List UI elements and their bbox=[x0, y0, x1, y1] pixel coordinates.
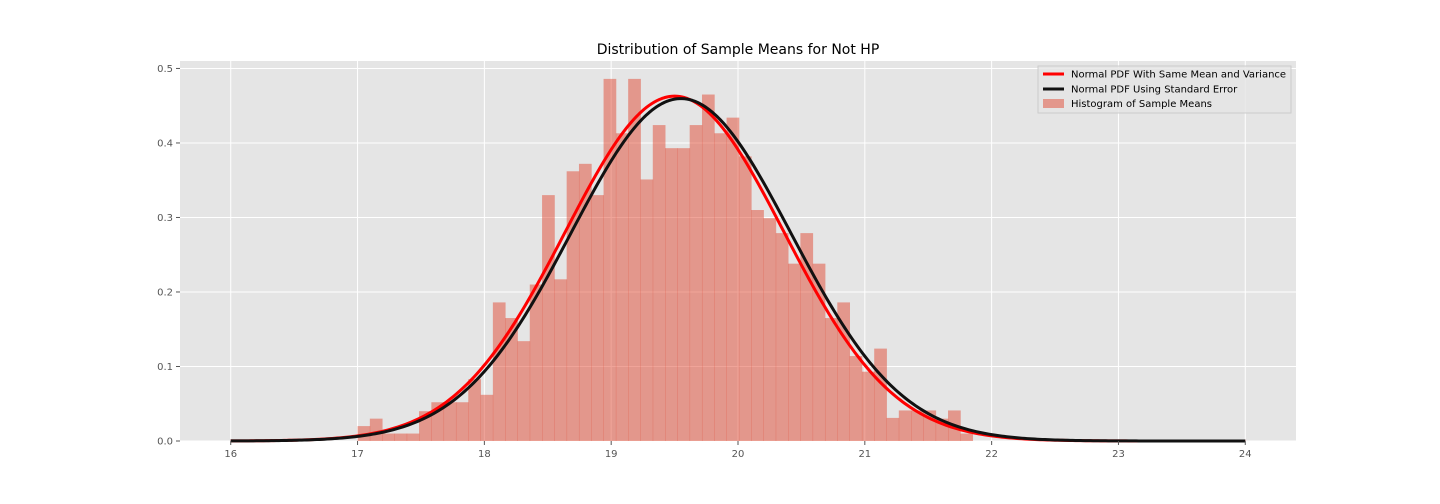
histogram-bar bbox=[369, 418, 383, 441]
histogram-bar bbox=[824, 318, 838, 441]
histogram-bar bbox=[775, 233, 789, 441]
legend-label-standard-error: Normal PDF Using Standard Error bbox=[1071, 85, 1238, 96]
histogram-bar bbox=[480, 394, 494, 441]
histogram-bar bbox=[443, 402, 457, 441]
histogram-bar bbox=[529, 284, 543, 441]
histogram-bar bbox=[615, 133, 629, 441]
pdf-line-standard-error bbox=[230, 97, 1246, 443]
x-tick-label: 24 bbox=[1239, 449, 1252, 460]
histogram-bar bbox=[665, 148, 678, 442]
histogram-bar bbox=[689, 125, 703, 441]
histogram-bar bbox=[505, 318, 518, 441]
pdf-lines bbox=[230, 94, 1246, 443]
histogram-bar bbox=[911, 410, 924, 441]
histogram-bar bbox=[652, 125, 666, 441]
histogram-bar bbox=[554, 279, 568, 441]
histogram-bar bbox=[603, 78, 617, 441]
chart-title: Distribution of Sample Means for Not HP bbox=[597, 42, 880, 58]
histogram-bar bbox=[714, 133, 727, 441]
x-tick-label: 21 bbox=[858, 449, 871, 460]
histogram-bar bbox=[874, 348, 887, 441]
histogram-bar bbox=[542, 195, 555, 441]
histogram-bar bbox=[837, 302, 850, 441]
histogram-bar bbox=[406, 433, 420, 441]
legend-label-histogram: Histogram of Sample Means bbox=[1071, 99, 1212, 110]
histogram-bar bbox=[812, 263, 826, 441]
y-tick-label: 0.0 bbox=[157, 437, 173, 448]
histogram-bar bbox=[849, 356, 863, 441]
y-tick-label: 0.5 bbox=[157, 64, 173, 75]
histogram-bar bbox=[578, 163, 592, 441]
x-tick-label: 18 bbox=[478, 449, 491, 460]
y-tick-label: 0.3 bbox=[157, 213, 173, 224]
histogram-bar bbox=[738, 156, 752, 441]
histogram-bar bbox=[382, 433, 395, 441]
x-tick-label: 17 bbox=[351, 449, 364, 460]
histogram-bar bbox=[517, 341, 531, 441]
legend: Normal PDF With Same Mean and Variance N… bbox=[1037, 65, 1292, 114]
legend-label-same-mean-variance: Normal PDF With Same Mean and Variance bbox=[1071, 70, 1286, 81]
histogram-bar bbox=[394, 433, 408, 441]
legend-swatch-histogram bbox=[1043, 99, 1064, 108]
histogram-bar bbox=[628, 78, 641, 441]
y-tick-label: 0.4 bbox=[157, 138, 173, 149]
histogram-bar bbox=[677, 148, 691, 442]
histogram-bar bbox=[751, 210, 764, 441]
histogram-bar bbox=[701, 94, 715, 441]
histogram-bar bbox=[640, 179, 654, 441]
histogram-bar bbox=[788, 263, 801, 441]
x-tick-label: 22 bbox=[985, 449, 998, 460]
y-tick-label: 0.1 bbox=[157, 362, 173, 373]
histogram-bar bbox=[566, 171, 580, 441]
histogram-bar bbox=[861, 371, 875, 441]
y-axis: 0.0 0.1 0.2 0.3 0.4 0.5 bbox=[157, 64, 180, 448]
histogram-bar bbox=[800, 233, 814, 441]
histogram-bar bbox=[898, 410, 912, 441]
x-tick-label: 23 bbox=[1112, 449, 1125, 460]
x-tick-label: 20 bbox=[732, 449, 745, 460]
histogram-bar bbox=[726, 117, 740, 442]
histogram-bar bbox=[492, 302, 506, 441]
histogram-bar bbox=[591, 195, 604, 441]
x-tick-label: 16 bbox=[224, 449, 237, 460]
histogram-bar bbox=[763, 218, 777, 441]
y-tick-label: 0.2 bbox=[157, 287, 173, 298]
x-axis: 16 17 18 19 20 21 22 23 24 bbox=[224, 441, 1252, 460]
histogram-bar bbox=[455, 402, 469, 441]
x-tick-label: 19 bbox=[605, 449, 618, 460]
legend-box bbox=[1037, 65, 1292, 114]
histogram-bar bbox=[886, 417, 900, 441]
histogram-bar bbox=[960, 433, 974, 441]
histogram-bar bbox=[468, 379, 481, 441]
